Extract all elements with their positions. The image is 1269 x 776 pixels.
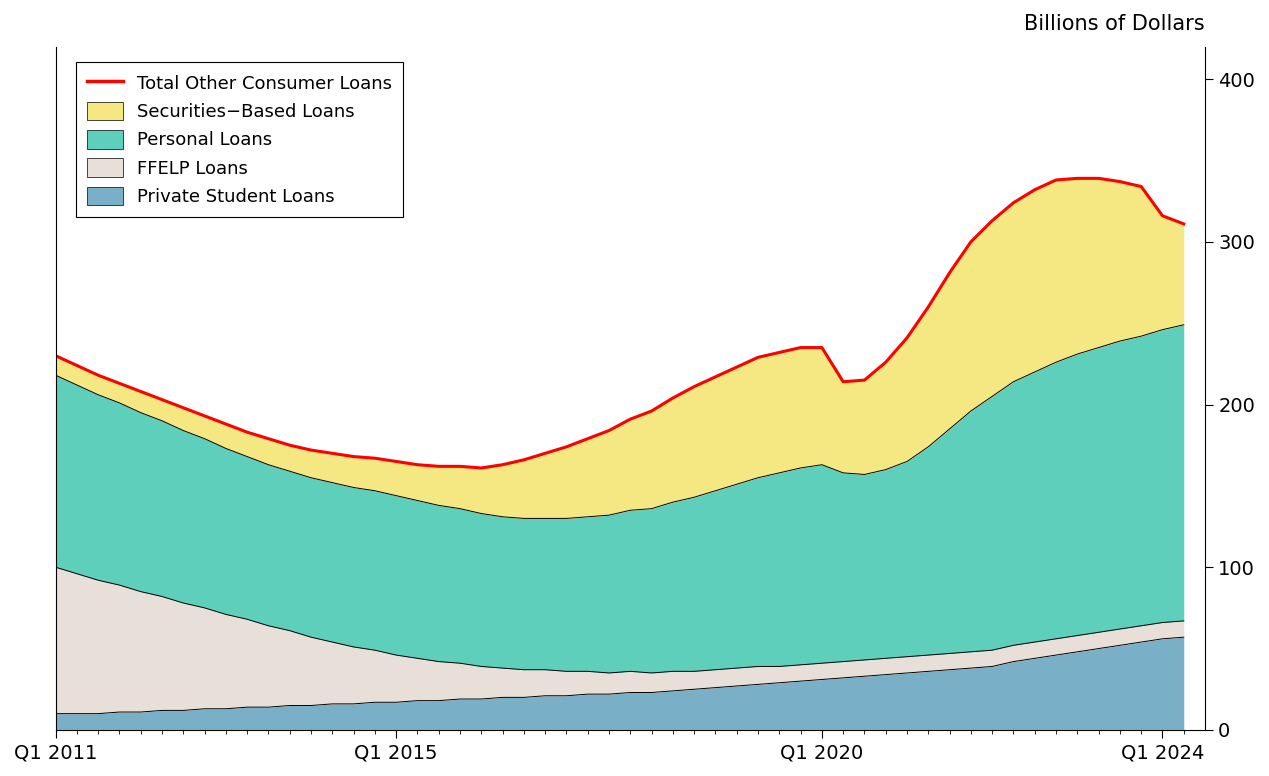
- Text: Billions of Dollars: Billions of Dollars: [1024, 14, 1206, 34]
- Legend: Total Other Consumer Loans, Securities−Based Loans, Personal Loans, FFELP Loans,: Total Other Consumer Loans, Securities−B…: [76, 62, 404, 217]
